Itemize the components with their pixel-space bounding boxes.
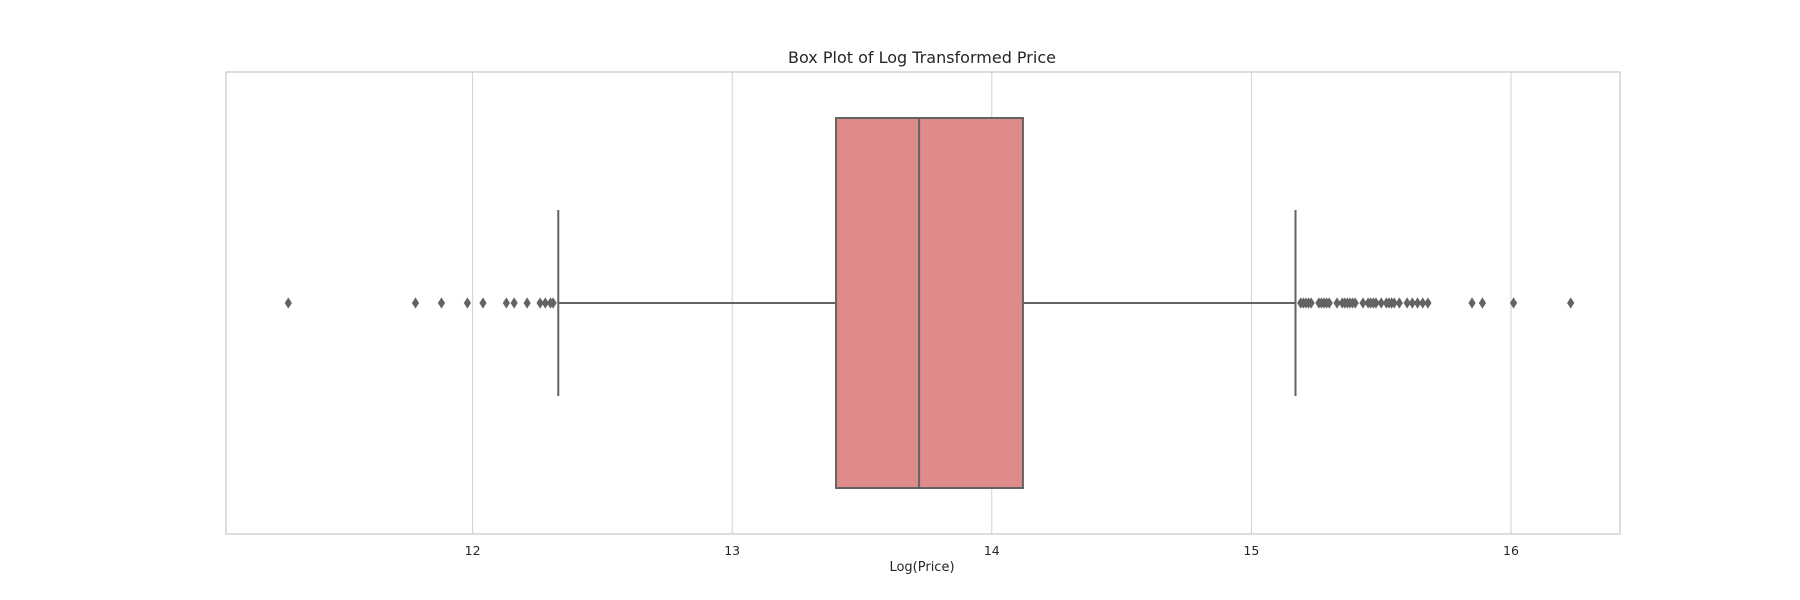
outlier-point — [1359, 297, 1367, 309]
outlier-point — [1478, 297, 1487, 309]
x-axis-label: Log(Price) — [889, 560, 954, 575]
outlier-point — [1307, 297, 1315, 309]
outlier-point — [1351, 297, 1359, 309]
outlier-point — [1377, 297, 1385, 309]
outlier-point — [1408, 297, 1416, 309]
x-tick-label-13: 13 — [724, 543, 740, 558]
chart-title: Box Plot of Log Transformed Price — [788, 48, 1056, 67]
outlier-point — [1325, 297, 1333, 309]
outlier-point — [523, 297, 531, 309]
outlier-point — [1413, 297, 1422, 309]
x-tick-label-15: 15 — [1243, 543, 1259, 558]
outlier-point — [1468, 297, 1476, 309]
x-tick-label-12: 12 — [465, 543, 481, 558]
outlier-point — [437, 297, 446, 309]
outlier-point — [1333, 297, 1341, 309]
outlier-point — [1395, 297, 1403, 309]
outlier-point — [463, 297, 472, 309]
plot-frame — [225, 71, 1621, 535]
outlier-point — [1509, 297, 1518, 309]
outlier-point — [284, 297, 292, 309]
outlier-point — [510, 297, 518, 309]
box-group — [557, 117, 1297, 489]
outlier-point — [411, 297, 420, 309]
outlier-point — [541, 297, 549, 309]
x-tick-label-16: 16 — [1503, 543, 1519, 558]
outlier-point — [1424, 297, 1432, 309]
outlier-point — [479, 297, 487, 309]
x-ticks: 12 13 14 15 16 — [465, 543, 1519, 558]
outlier-point — [549, 297, 557, 309]
outlier-point — [1390, 297, 1398, 309]
x-tick-label-14: 14 — [984, 543, 1000, 558]
outlier-point — [502, 297, 510, 309]
outliers — [284, 297, 1575, 309]
outlier-point — [1419, 297, 1427, 309]
outlier-point — [536, 297, 544, 309]
outlier-point — [1372, 297, 1380, 309]
outlier-point — [1403, 297, 1411, 309]
outlier-point — [1567, 297, 1575, 309]
iqr-box — [835, 117, 1024, 489]
